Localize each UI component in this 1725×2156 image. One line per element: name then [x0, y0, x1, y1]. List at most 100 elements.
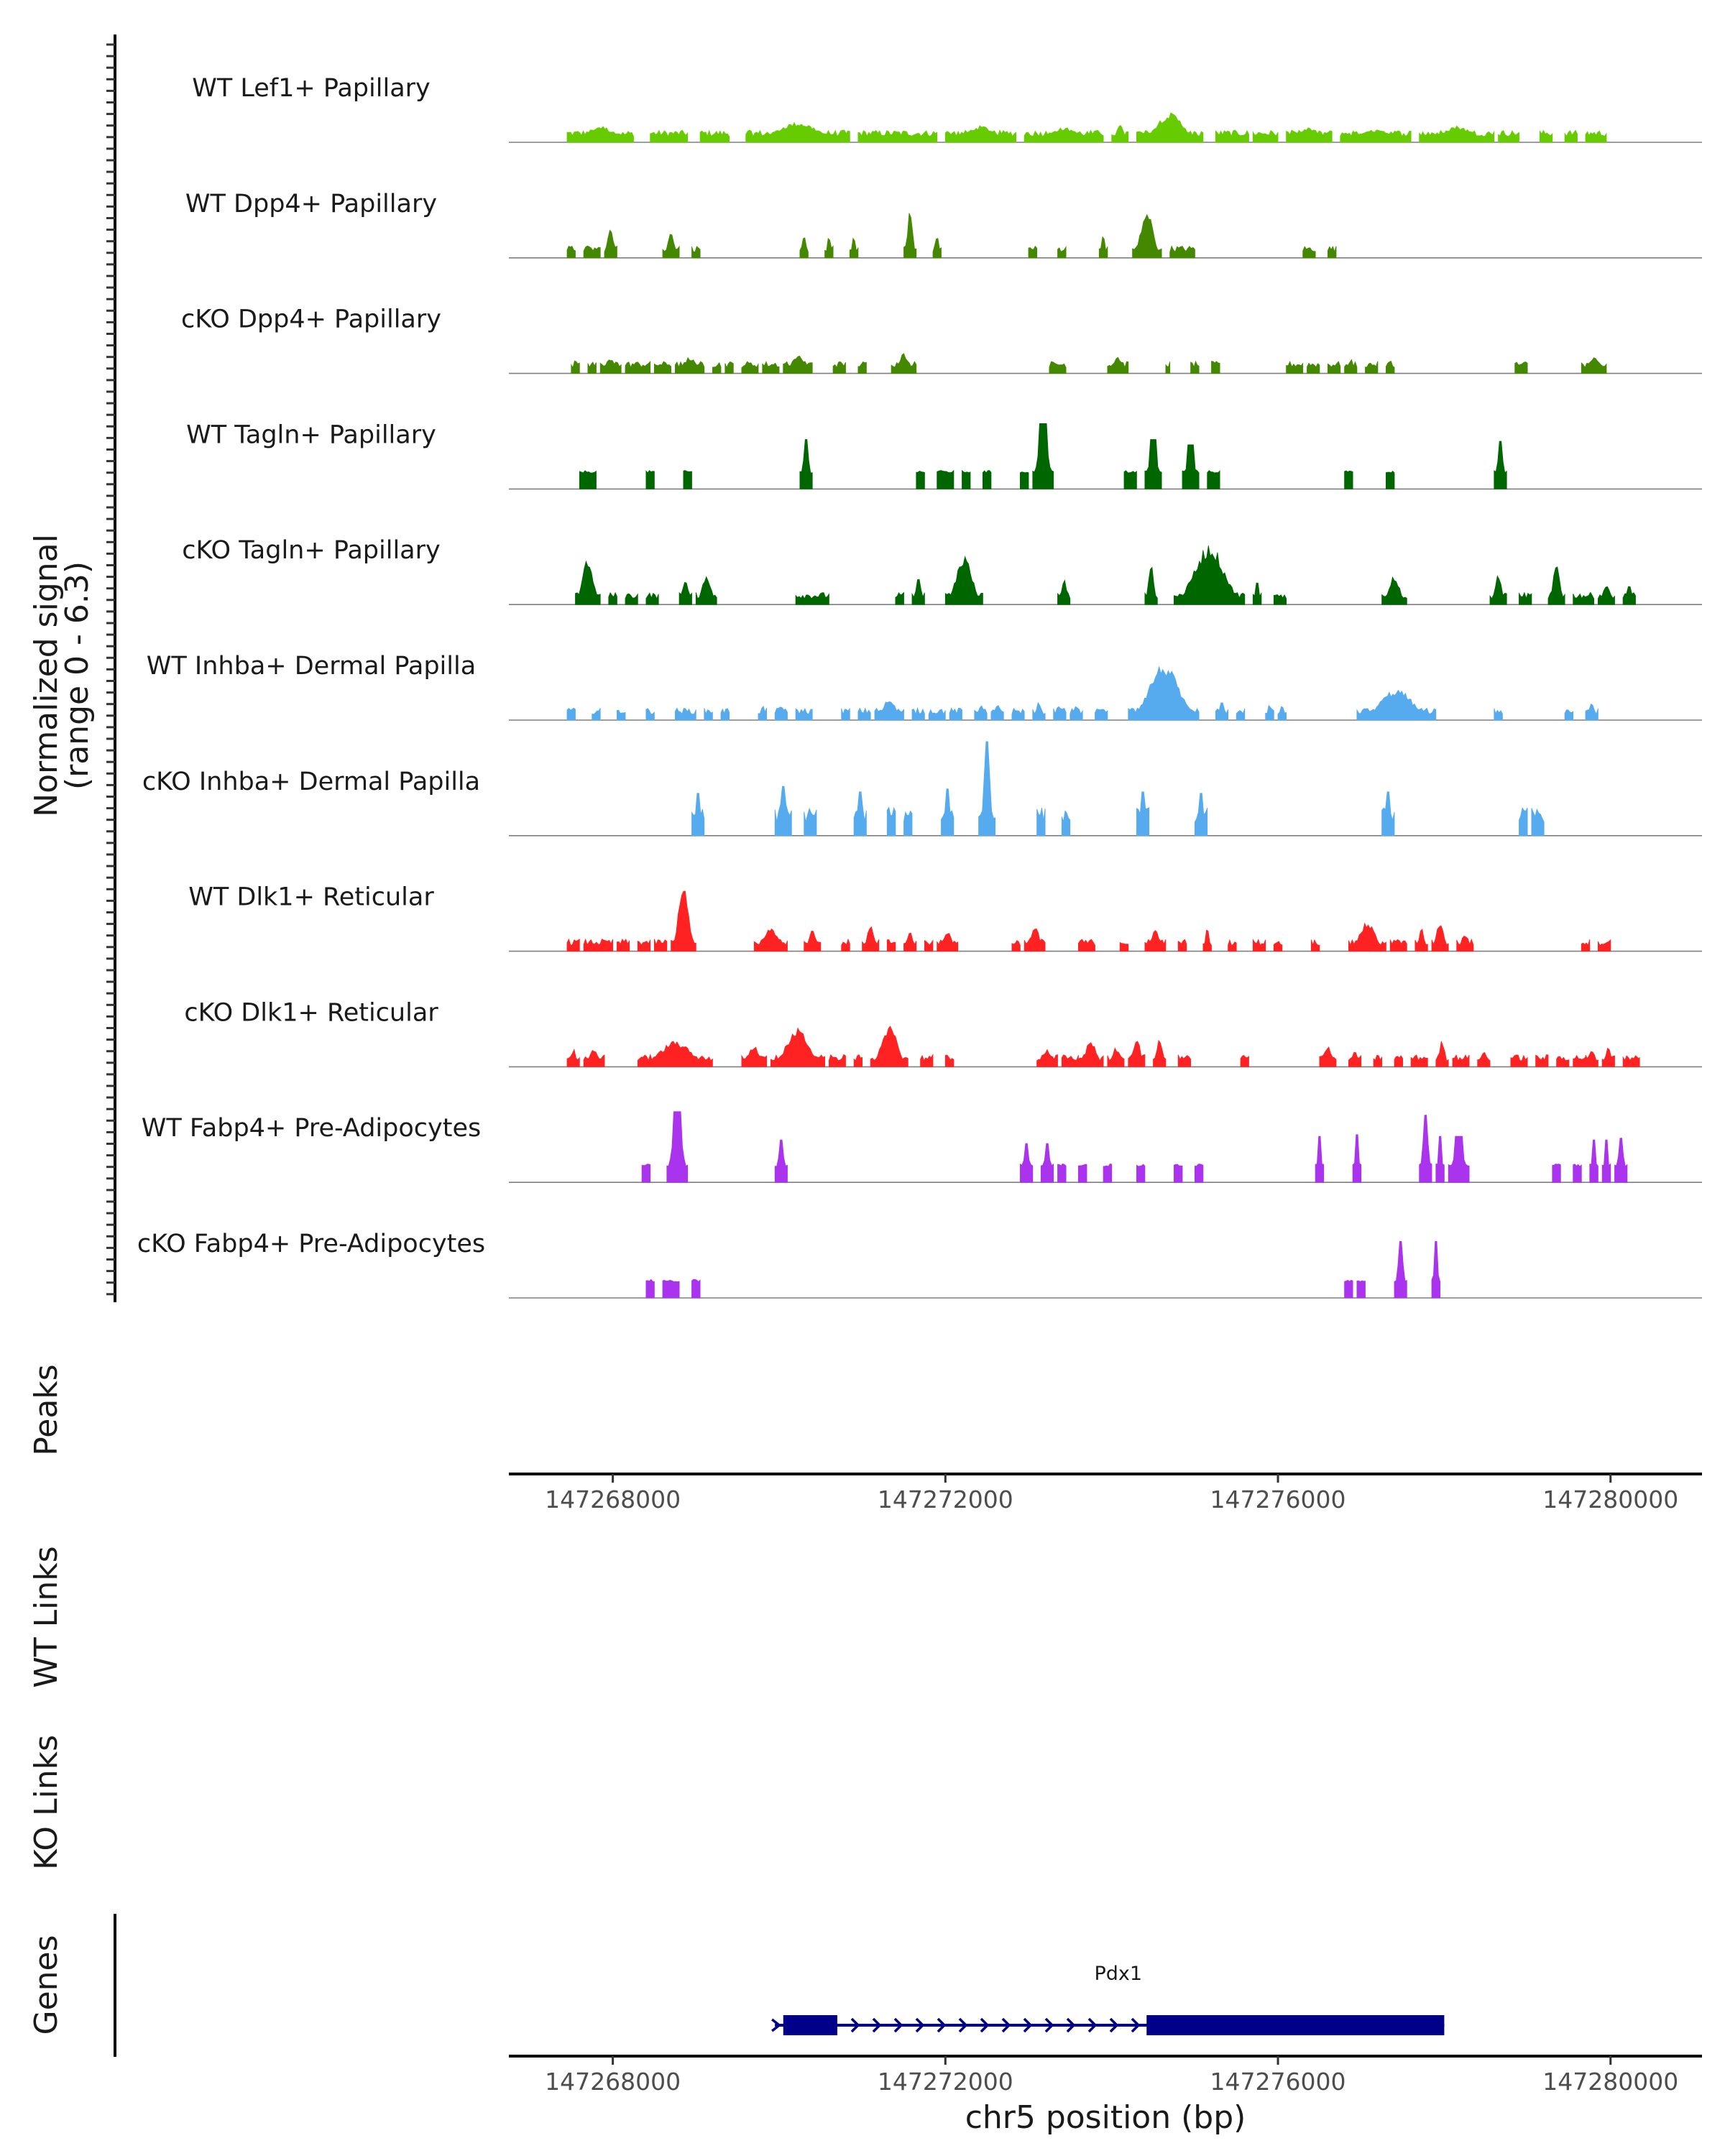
coverage-area [924, 939, 934, 952]
coverage-area [1236, 708, 1246, 721]
coverage-area [1531, 808, 1545, 837]
strand-arrow [1023, 2017, 1033, 2033]
coverage-area [645, 470, 655, 489]
coverage-area [583, 245, 601, 259]
coverage-area [774, 1139, 788, 1183]
coverage-area [1348, 922, 1386, 952]
coverage-area [1389, 939, 1407, 952]
coverage-area [937, 469, 954, 489]
coverage-area [1477, 1051, 1491, 1067]
coverage-area [804, 931, 822, 952]
coverage-area [804, 807, 817, 837]
x-tick-label: 147280000 [1542, 1485, 1678, 1514]
coverage-area [599, 359, 622, 374]
coverage-area [949, 707, 962, 721]
coverage-area [1564, 709, 1574, 721]
coverage-area [1601, 1047, 1615, 1067]
coverage-area [770, 1027, 825, 1067]
coverage-area [1394, 1055, 1403, 1067]
coverage-area [1598, 586, 1615, 605]
y-axis-title-main: Normalized signal [28, 534, 65, 817]
coverage-area [1228, 939, 1237, 952]
x-tick-label: 147268000 [545, 1485, 681, 1514]
coverage-area [1024, 127, 1104, 143]
coverage-area [824, 237, 834, 259]
coverage-area [741, 361, 759, 374]
coverage-area [1564, 129, 1578, 143]
coverage-area [678, 581, 692, 605]
coverage-area [625, 360, 651, 374]
coverage-area [1365, 361, 1379, 374]
coverage-area [799, 237, 809, 259]
coverage-area [753, 928, 788, 952]
coverage-area [583, 938, 613, 952]
coverage-area [571, 360, 580, 374]
coverage-area [799, 439, 813, 489]
coverage-area [1286, 361, 1304, 374]
strand-arrow [893, 2017, 903, 2033]
coverage-area [974, 705, 988, 721]
coverage-area [1448, 1135, 1470, 1183]
coverage-area [1510, 1054, 1528, 1067]
coverage-area [1419, 1115, 1432, 1183]
gene-exon [1146, 2015, 1445, 2035]
x-tick-label: 147276000 [1210, 1485, 1346, 1514]
coverage-area [1103, 1164, 1113, 1183]
coverage-area [1277, 706, 1287, 721]
coverage-area [1107, 356, 1129, 374]
coverage-area [903, 213, 917, 259]
coverage-area [853, 791, 867, 837]
x-axis-top-ticks: 147268000 147272000 147276000 147280000 [545, 1474, 1678, 1514]
strand-arrow [1109, 2017, 1119, 2033]
coverage-area [1635, 1055, 1640, 1067]
track-5: WT Inhba+ Dermal Papilla [147, 652, 1702, 721]
coverage-area [592, 708, 601, 721]
coverage-area [587, 361, 597, 374]
coverage-area [1240, 1055, 1249, 1067]
coverage-area [911, 579, 925, 605]
coverage-area [829, 1054, 846, 1067]
coverage-area [1169, 245, 1195, 259]
coverage-area [1215, 702, 1228, 721]
coverage-area [579, 470, 597, 489]
track-label: cKO Dpp4+ Papillary [181, 305, 441, 334]
coverage-area [1348, 1051, 1362, 1067]
coverage-area [862, 926, 880, 952]
coverage-area [1435, 1041, 1449, 1067]
coverage-area [654, 361, 671, 374]
coverage-area [857, 129, 938, 143]
coverage-area [1344, 1279, 1353, 1299]
coverage-area [1307, 362, 1320, 374]
coverage-area [1356, 1280, 1366, 1299]
coverage-area [695, 576, 717, 605]
coverage-area [1036, 807, 1046, 837]
coverage-area [1519, 591, 1532, 605]
coverage-area [1215, 129, 1249, 143]
coverage-area [675, 707, 696, 721]
coverage-area [1020, 1143, 1034, 1183]
coverage-area [691, 1279, 701, 1299]
coverage-area [666, 1111, 689, 1183]
coverage-area [1165, 361, 1171, 374]
strand-arrow [937, 2017, 947, 2033]
strand-arrow [1001, 2017, 1011, 2033]
track-label: cKO Inhba+ Dermal Papilla [142, 768, 480, 796]
coverage-area [1581, 939, 1591, 952]
coverage-area [1547, 566, 1565, 605]
coverage-area [937, 933, 959, 952]
coverage-area [1489, 575, 1507, 605]
coverage-area [1153, 1039, 1167, 1067]
coverage-area [1598, 939, 1611, 952]
coverage-area [1190, 360, 1200, 374]
coverage-area [1144, 439, 1162, 489]
coverage-area [1011, 707, 1025, 721]
coverage-area [758, 705, 767, 721]
coverage-area [1136, 112, 1204, 143]
coverage-area [608, 591, 617, 605]
coverage-area [566, 1049, 580, 1067]
coverage-area [1207, 470, 1220, 489]
track-10: cKO Fabp4+ Pre-Adipocytes [137, 1230, 1702, 1299]
strand-arrow [850, 2017, 860, 2033]
coverage-area [699, 129, 730, 143]
